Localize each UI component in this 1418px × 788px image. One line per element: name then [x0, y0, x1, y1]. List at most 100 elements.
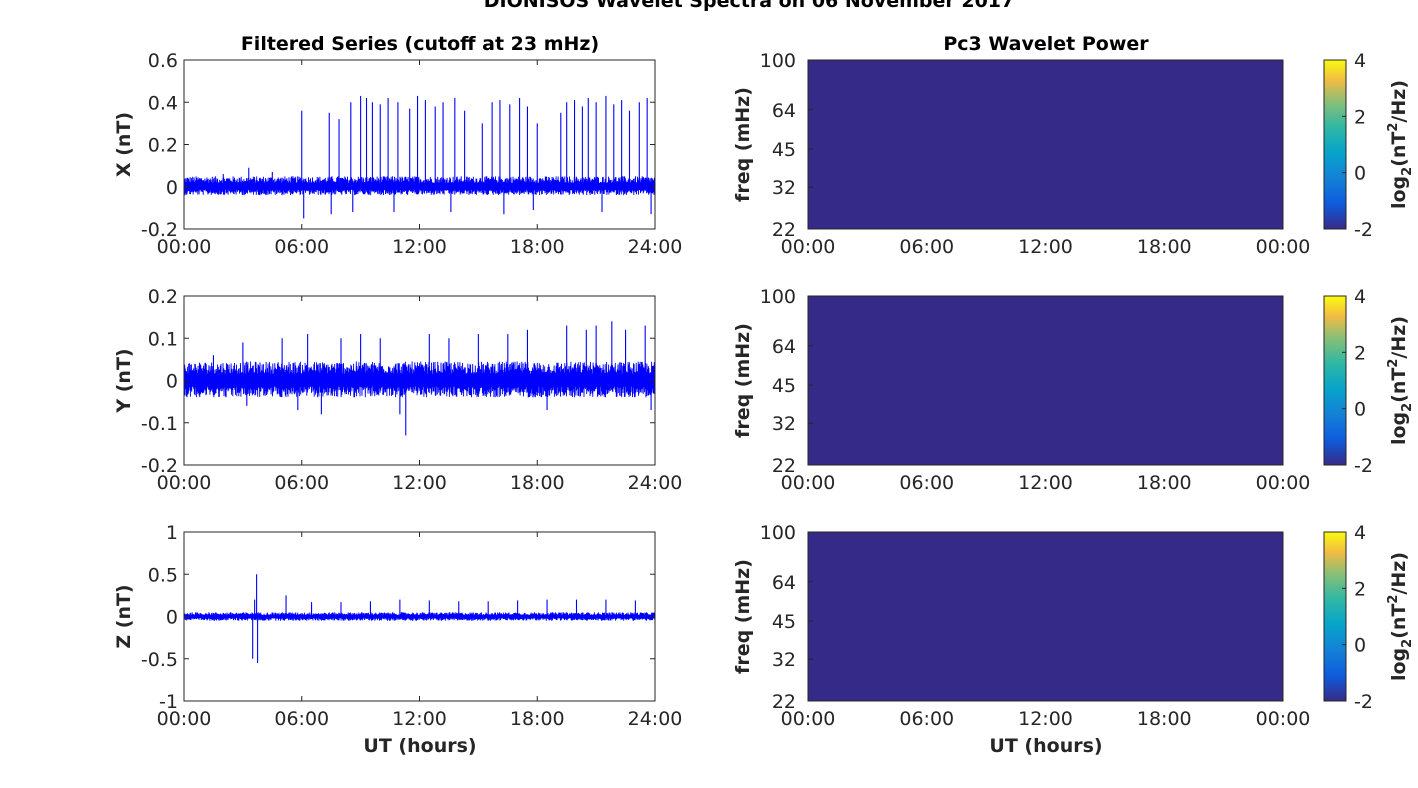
- x-tick-label: 12:00: [392, 236, 447, 258]
- right-xlabel: UT (hours): [989, 735, 1102, 757]
- trace-line: [183, 361, 656, 398]
- x-tick-label: 00:00: [157, 708, 212, 730]
- y-tick-label: 100: [760, 286, 796, 308]
- colorbar: [1323, 295, 1347, 466]
- x-tick-label: 06:00: [899, 236, 954, 258]
- y-tick-label: 22: [772, 219, 796, 241]
- colorbar-tick-label: 4: [1354, 522, 1366, 544]
- y-tick-label: 0: [166, 177, 178, 199]
- colorbar-tick-label: -2: [1354, 455, 1373, 477]
- x-tick-label: 00:00: [157, 472, 212, 494]
- x-tick-label: 06:00: [899, 708, 954, 730]
- x-tick-label: 00:00: [781, 708, 836, 730]
- x-tick-label: 18:00: [1137, 236, 1192, 258]
- figure-suptitle: DIONISOS Wavelet Spectra on 06 November …: [484, 0, 1015, 12]
- y-tick-label: 64: [772, 100, 796, 122]
- x-tick-label: 18:00: [1137, 472, 1192, 494]
- x-tick-label: 06:00: [274, 708, 329, 730]
- x-tick-label: 00:00: [781, 472, 836, 494]
- x-tick-label: 00:00: [1256, 472, 1311, 494]
- y-axis-label: Y (nT): [113, 348, 135, 413]
- x-tick-label: 24:00: [628, 708, 683, 730]
- y-tick-label: 45: [772, 611, 796, 633]
- y-tick-label: -0.1: [141, 413, 178, 435]
- x-tick-label: 12:00: [392, 708, 447, 730]
- y-tick-label: 0: [166, 371, 178, 393]
- x-tick-label: 00:00: [157, 236, 212, 258]
- x-tick-label: 12:00: [1018, 708, 1073, 730]
- y-tick-label: 32: [772, 177, 796, 199]
- y-axis-label: X (nT): [113, 112, 135, 177]
- colorbar-tick-label: 0: [1354, 399, 1366, 421]
- wavelet-panel-z: 22 32 45 64 100 00:00 06:00 12:00 18:00 00:00 freq…: [732, 522, 1415, 730]
- trace-line: [183, 612, 656, 621]
- colorbar: [1323, 531, 1347, 702]
- left-xlabel: UT (hours): [363, 735, 476, 757]
- wavelet-power-fill: [808, 532, 1283, 701]
- x-tick-label: 00:00: [781, 236, 836, 258]
- y-tick-label: 45: [772, 139, 796, 161]
- y-tick-label: 0.2: [148, 286, 178, 308]
- trace-line: [183, 176, 656, 196]
- wavelet-panel-y: 22 32 45 64 100 00:00 06:00 12:00 18:00 00:00 freq…: [732, 286, 1415, 494]
- y-axis-label: freq (mHz): [732, 87, 754, 202]
- y-tick-label: -1: [159, 691, 178, 713]
- x-tick-label: 12:00: [1018, 472, 1073, 494]
- y-tick-label: 0: [166, 607, 178, 629]
- wavelet-power-fill: [808, 296, 1283, 465]
- colorbar-label: log2(nT2/Hz): [1386, 316, 1415, 445]
- colorbar-tick-label: -2: [1354, 691, 1373, 713]
- axes-frame: [807, 59, 1284, 230]
- y-tick-label: 0.1: [148, 328, 178, 350]
- y-tick-label: -0.2: [141, 219, 178, 241]
- colorbar-tick-label: 2: [1354, 342, 1366, 364]
- y-tick-label: -0.2: [141, 455, 178, 477]
- x-tick-label: 06:00: [899, 472, 954, 494]
- colorbar-tick-label: 2: [1354, 578, 1366, 600]
- x-tick-label: 24:00: [628, 472, 683, 494]
- y-tick-label: 1: [166, 522, 178, 544]
- y-tick-label: 22: [772, 691, 796, 713]
- wavelet-panel-x: 22 32 45 64 100 00:00 06:00 12:00 18:00 00:00 freq…: [732, 50, 1415, 258]
- y-axis-label: freq (mHz): [732, 323, 754, 438]
- x-tick-label: 00:00: [1256, 708, 1311, 730]
- y-tick-label: 32: [772, 413, 796, 435]
- y-tick-label: -0.5: [141, 649, 178, 671]
- colorbar-label: log2(nT2/Hz): [1386, 80, 1415, 209]
- y-tick-label: 22: [772, 455, 796, 477]
- series-panel-z: -1 -0.5 0 0.5 1 00:00 06:00 12:00 18:00 24:00 Z (n…: [113, 522, 682, 730]
- colorbar-tick-label: 0: [1354, 635, 1366, 657]
- y-tick-label: 64: [772, 572, 796, 594]
- x-tick-label: 18:00: [510, 708, 565, 730]
- y-tick-label: 32: [772, 649, 796, 671]
- left-column-title: Filtered Series (cutoff at 23 mHz): [241, 33, 599, 55]
- y-tick-label: 0.5: [148, 564, 178, 586]
- x-tick-label: 00:00: [1256, 236, 1311, 258]
- y-tick-label: 100: [760, 522, 796, 544]
- y-tick-label: 0.6: [148, 50, 178, 72]
- colorbar-tick-label: 2: [1354, 106, 1366, 128]
- y-axis-label: Z (nT): [113, 584, 135, 648]
- x-tick-label: 18:00: [510, 236, 565, 258]
- y-axis-label: freq (mHz): [732, 559, 754, 674]
- colorbar-tick-label: -2: [1354, 219, 1373, 241]
- axes-frame: [807, 295, 1284, 466]
- x-tick-label: 06:00: [274, 236, 329, 258]
- colorbar-tick-label: 0: [1354, 163, 1366, 185]
- wavelet-power-fill: [808, 60, 1283, 229]
- x-tick-label: 18:00: [1137, 708, 1192, 730]
- x-tick-label: 24:00: [628, 236, 683, 258]
- series-panel-y: -0.2 -0.1 0 0.1 0.2 00:00 06:00 12:00 18:00 24:00…: [113, 286, 682, 494]
- colorbar: [1323, 59, 1347, 230]
- colorbar-tick-label: 4: [1354, 50, 1366, 72]
- x-tick-label: 12:00: [1018, 236, 1073, 258]
- y-tick-label: 0.4: [148, 92, 178, 114]
- x-tick-label: 06:00: [274, 472, 329, 494]
- y-tick-label: 45: [772, 375, 796, 397]
- plot-area: [184, 60, 655, 229]
- right-column-title: Pc3 Wavelet Power: [943, 33, 1149, 55]
- x-tick-label: 18:00: [510, 472, 565, 494]
- x-tick-label: 12:00: [392, 472, 447, 494]
- colorbar-label: log2(nT2/Hz): [1386, 552, 1415, 681]
